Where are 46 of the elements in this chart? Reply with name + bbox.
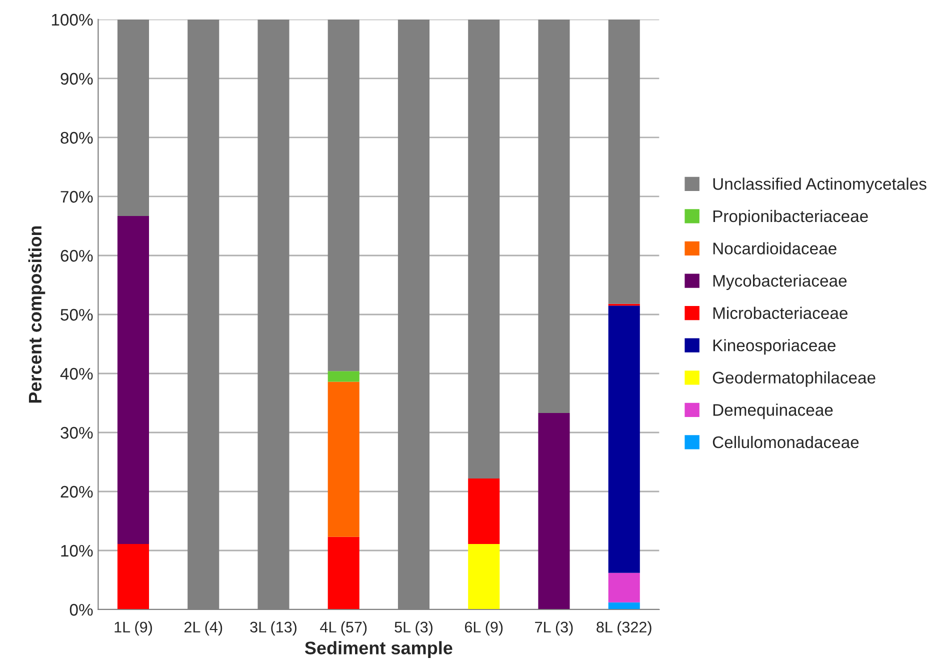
x-tick-label: 6L (9) [464, 621, 503, 636]
y-tick-label: 90% [60, 72, 93, 85]
legend-label: Kineosporiaceae [713, 339, 836, 355]
bar [608, 19, 640, 304]
y-tick-label: 60% [60, 250, 93, 262]
y-tick-label: 70% [60, 190, 93, 203]
y-tick-label: 80% [60, 132, 93, 144]
bar [608, 306, 640, 573]
bar [538, 19, 570, 414]
bar [328, 536, 360, 610]
x-tick-label: 8L (322) [596, 621, 652, 636]
bar [468, 544, 500, 610]
y-tick-label: 40% [60, 368, 93, 380]
bar [468, 478, 500, 544]
y-tick-label: 30% [60, 426, 93, 439]
x-tick-label: 5L (3) [394, 621, 432, 636]
bar [608, 602, 640, 610]
bar [608, 572, 640, 602]
legend-label: Demequinaceae [713, 404, 833, 420]
y-tick-label: 20% [60, 486, 93, 498]
legend-label: Nocardioidaceae [713, 242, 836, 254]
legend-label: Mycobacteriaceae [713, 274, 847, 290]
y-tick-label: 50% [60, 308, 93, 321]
x-tick-label: 4L (57) [320, 621, 367, 636]
y-tick-label: 0% [70, 604, 93, 616]
x-tick-label: 1L (9) [114, 621, 152, 636]
bar [117, 216, 150, 544]
y-tick-label: 10% [61, 544, 93, 557]
legend-label: Geodermatophilaceae [712, 371, 876, 387]
x-tick-label: 3L (13) [250, 621, 296, 636]
legend-label: Propionibacteriaceae [713, 210, 868, 226]
y-axis-title: Percent composition [28, 226, 46, 403]
bar [468, 19, 500, 479]
y-tick-label: 100% [52, 14, 93, 26]
bar [538, 413, 570, 610]
legend-label: Microbacteriaceae [713, 306, 848, 320]
legend-label: Cellulomonadaceae [712, 436, 859, 448]
bar [328, 371, 360, 382]
x-tick-label: 7L (3) [535, 621, 573, 636]
x-axis-title: Sediment sample [304, 641, 452, 658]
bar [328, 382, 360, 537]
bar [117, 544, 150, 610]
bar [117, 19, 150, 216]
legend-label: Unclassified Actinomycetales [713, 178, 926, 194]
bar [328, 19, 360, 372]
x-tick-label: 2L (4) [184, 621, 222, 636]
